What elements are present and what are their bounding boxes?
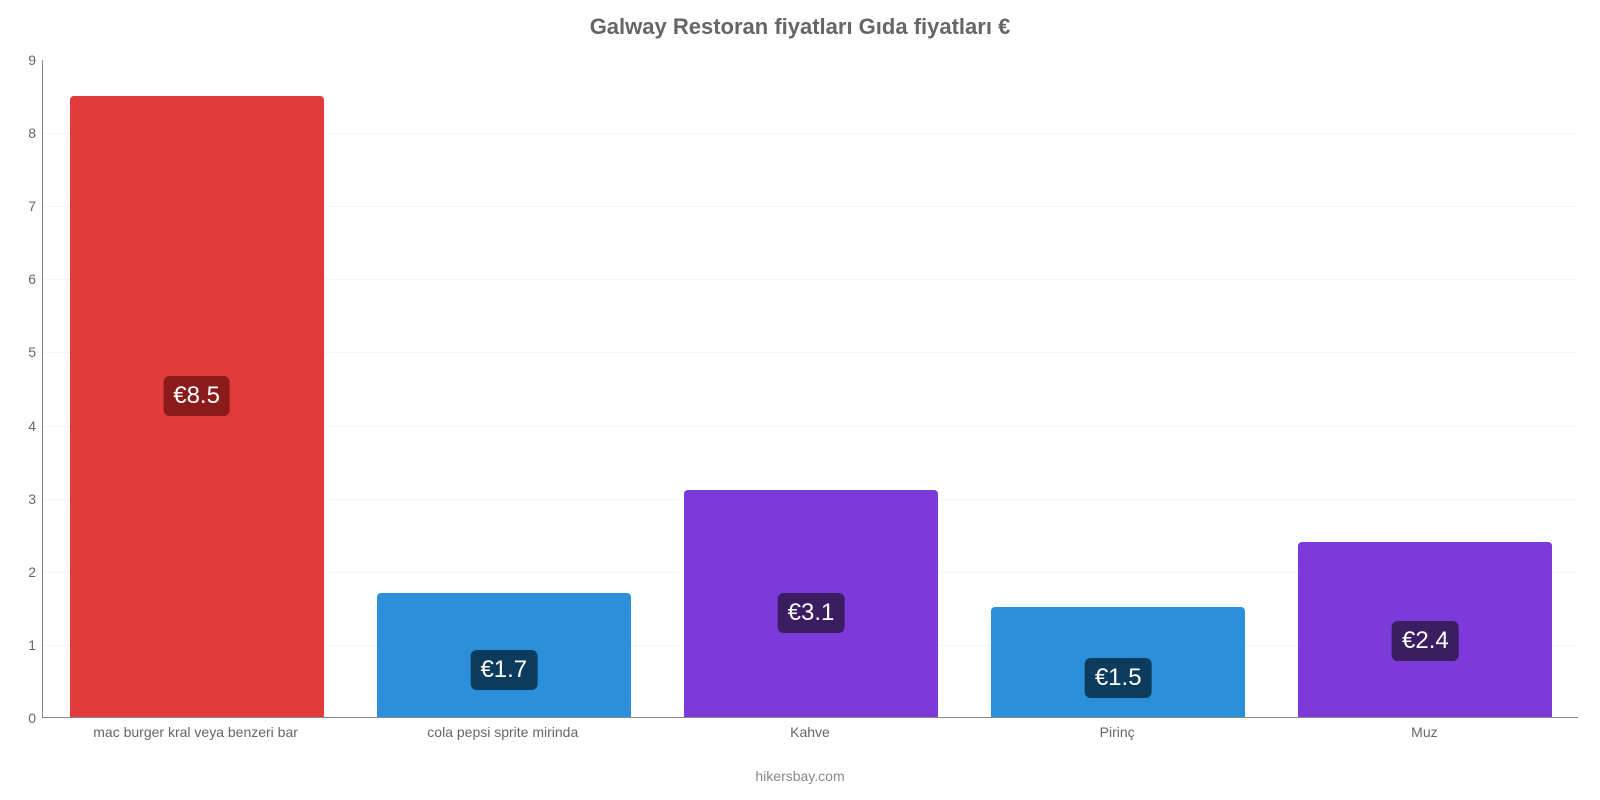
y-tick-label: 8 <box>6 125 36 141</box>
x-tick-label: Kahve <box>656 724 963 740</box>
x-tick-label: Pirinç <box>964 724 1271 740</box>
x-tick-label: mac burger kral veya benzeri bar <box>42 724 349 740</box>
y-tick-label: 3 <box>6 491 36 507</box>
y-tick-label: 9 <box>6 52 36 68</box>
y-tick-label: 7 <box>6 198 36 214</box>
bar-value-label: €8.5 <box>163 376 230 416</box>
bar-value-label: €1.7 <box>470 650 537 690</box>
bar-value-label: €3.1 <box>778 593 845 633</box>
x-tick-label: cola pepsi sprite mirinda <box>349 724 656 740</box>
y-tick-label: 6 <box>6 271 36 287</box>
y-tick-label: 0 <box>6 710 36 726</box>
source-label: hikersbay.com <box>0 768 1600 784</box>
bar-value-label: €2.4 <box>1392 621 1459 661</box>
y-tick-label: 4 <box>6 418 36 434</box>
y-tick-label: 2 <box>6 564 36 580</box>
chart-title: Galway Restoran fiyatları Gıda fiyatları… <box>0 14 1600 40</box>
bar-value-label: €1.5 <box>1085 658 1152 698</box>
y-tick-label: 1 <box>6 637 36 653</box>
y-tick-label: 5 <box>6 344 36 360</box>
bar-chart: Galway Restoran fiyatları Gıda fiyatları… <box>0 0 1600 800</box>
plot-area: €8.5 €1.7 €3.1 €1.5 €2.4 <box>42 60 1578 718</box>
x-tick-label: Muz <box>1271 724 1578 740</box>
